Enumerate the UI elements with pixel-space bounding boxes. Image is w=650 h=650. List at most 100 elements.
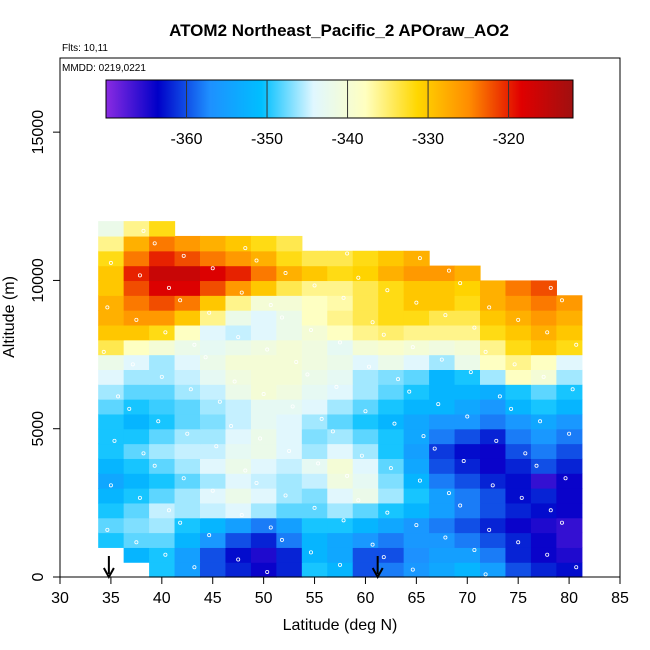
heatmap-cell — [378, 250, 405, 267]
heatmap-cell — [225, 384, 252, 400]
sample-point — [574, 565, 579, 570]
heatmap-cell — [480, 339, 507, 356]
annotation-dates: MMDD: 0219,0221 — [62, 63, 146, 74]
sample-point — [559, 520, 564, 525]
x-tick-label: 35 — [102, 590, 120, 607]
heatmap-cell — [454, 413, 481, 430]
heatmap-cell — [123, 428, 150, 445]
heatmap-cell — [301, 310, 328, 326]
sample-point — [548, 508, 553, 513]
heatmap-cell — [352, 295, 379, 311]
heatmap-cell — [301, 265, 328, 282]
heatmap-cell — [123, 458, 150, 474]
heatmap-cell — [276, 473, 303, 489]
heatmap-cell — [174, 399, 201, 415]
heatmap-cell — [352, 369, 379, 385]
heatmap-cell — [378, 384, 405, 400]
sample-point — [472, 325, 477, 330]
sample-point — [163, 552, 168, 557]
heatmap-cell — [352, 384, 379, 400]
heatmap-cell — [480, 443, 507, 459]
sample-points — [101, 228, 579, 577]
sample-point — [392, 421, 397, 426]
heatmap-cell — [200, 547, 227, 563]
heatmap-cell — [505, 488, 532, 504]
x-tick-label: 75 — [509, 590, 527, 607]
heatmap-cell — [200, 413, 227, 430]
heatmap-cell — [480, 488, 507, 504]
heatmap-cell — [530, 458, 557, 474]
heatmap-cell — [556, 443, 583, 459]
sample-point — [268, 303, 273, 308]
sample-point — [534, 463, 539, 468]
heatmap-cell — [505, 458, 532, 474]
heatmap-cell — [149, 221, 176, 237]
sample-point — [370, 320, 375, 325]
sample-point — [567, 431, 572, 436]
heatmap-cell — [403, 413, 430, 430]
heatmap-cell — [403, 250, 430, 267]
heatmap-cell — [123, 532, 150, 548]
heatmap-cell — [276, 532, 303, 548]
sample-point — [159, 374, 164, 379]
heatmap-cell — [149, 310, 176, 326]
heatmap-cell — [98, 502, 125, 519]
heatmap-cell — [556, 324, 583, 341]
sample-point — [265, 347, 270, 352]
heatmap-cell — [505, 443, 532, 459]
heatmap-cell — [276, 354, 303, 370]
heatmap-cell — [327, 295, 354, 311]
heatmap-cell — [123, 384, 150, 400]
heatmap-cell — [174, 473, 201, 489]
sample-point — [316, 461, 321, 466]
sample-point — [472, 548, 477, 553]
heatmap-cell — [276, 488, 303, 504]
heatmap-cell — [149, 295, 176, 311]
heatmap-cell — [250, 547, 277, 563]
colorbar-tick-label: -360 — [171, 131, 203, 148]
sample-point — [421, 434, 426, 439]
heatmap-cell — [174, 324, 201, 341]
heatmap-cell — [149, 502, 176, 519]
heatmap-cell — [556, 369, 583, 385]
heatmap-cell — [225, 488, 252, 504]
heatmap-cell — [352, 458, 379, 474]
heatmap-cell — [98, 354, 125, 370]
sample-point — [305, 372, 310, 377]
heatmap-cell — [556, 339, 583, 356]
heatmap-cell — [556, 295, 583, 311]
heatmap-cell — [225, 458, 252, 474]
heatmap-cell — [454, 562, 481, 578]
heatmap-cell — [530, 473, 557, 489]
colorbar — [105, 79, 574, 119]
heatmap-cell — [98, 399, 125, 415]
heatmap-cell — [327, 443, 354, 459]
heatmap-cell — [250, 280, 277, 296]
heatmap-cell — [429, 295, 456, 311]
heatmap-cell — [429, 517, 456, 534]
heatmap-cell — [149, 547, 176, 563]
heatmap-cell — [174, 339, 201, 356]
sample-point — [563, 476, 568, 481]
heatmap-cell — [530, 547, 557, 563]
heatmap-cell — [556, 488, 583, 504]
heatmap-cell — [403, 384, 430, 400]
heatmap-cell — [378, 280, 405, 296]
heatmap-cell — [149, 413, 176, 430]
heatmap-cell — [429, 384, 456, 400]
heatmap-cell — [276, 295, 303, 311]
x-tick-label: 70 — [458, 590, 476, 607]
sample-point — [385, 288, 390, 293]
sample-point — [166, 285, 171, 290]
heatmap-cell — [378, 354, 405, 370]
heatmap-cell — [225, 413, 252, 430]
heatmap-cell — [403, 488, 430, 504]
heatmap-cell — [98, 235, 125, 252]
heatmap-cell — [250, 369, 277, 385]
sample-point — [312, 283, 317, 288]
heatmap-cell — [378, 428, 405, 445]
heatmap-cell — [429, 458, 456, 474]
sample-point — [279, 315, 284, 320]
heatmap-cell — [378, 562, 405, 578]
heatmap-cell — [505, 502, 532, 519]
